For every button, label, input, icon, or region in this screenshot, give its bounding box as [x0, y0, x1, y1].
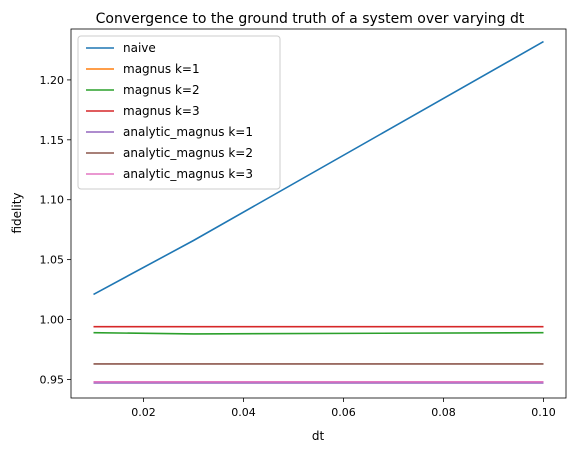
- plot-border: [70, 28, 567, 399]
- x-tick-label: 0.06: [331, 406, 356, 419]
- legend-label: analytic_magnus k=3: [123, 167, 253, 181]
- x-axis-label: dt: [312, 429, 325, 443]
- legend-label: naive: [123, 41, 156, 55]
- legend: naive magnus k=1 magnus k=2 magnus k=3 analy…: [77, 35, 281, 190]
- x-tick-label: 0.04: [231, 406, 256, 419]
- series-layer: [93, 40, 544, 384]
- legend-label: analytic_magnus k=1: [123, 125, 253, 139]
- y-tick-label: 1.05: [40, 254, 65, 267]
- x-tick-label: 0.10: [531, 406, 556, 419]
- axes-layer: 0.02 0.04 0.06 0.08 0.10 0.95 1.00 1.05 1.10 1.15…: [40, 74, 556, 419]
- y-tick-label: 1.15: [40, 134, 65, 147]
- series-line-naive: [93, 40, 544, 296]
- x-tick-label: 0.08: [431, 406, 456, 419]
- y-tick-label: 1.20: [40, 74, 65, 87]
- legend-label: magnus k=3: [123, 104, 200, 118]
- y-tick-label: 0.95: [40, 373, 65, 386]
- y-axis-label: fidelity: [10, 192, 24, 233]
- y-tick-label: 1.00: [40, 314, 65, 327]
- chart-title: Convergence to the ground truth of a sys…: [96, 11, 525, 27]
- legend-box: [77, 35, 281, 190]
- x-tick-label: 0.02: [131, 406, 156, 419]
- y-tick-label: 1.10: [40, 194, 65, 207]
- legend-label: magnus k=1: [123, 62, 200, 76]
- series-line-magnus-k-2: [93, 331, 544, 335]
- legend-label: magnus k=2: [123, 83, 200, 97]
- legend-label: analytic_magnus k=2: [123, 146, 253, 160]
